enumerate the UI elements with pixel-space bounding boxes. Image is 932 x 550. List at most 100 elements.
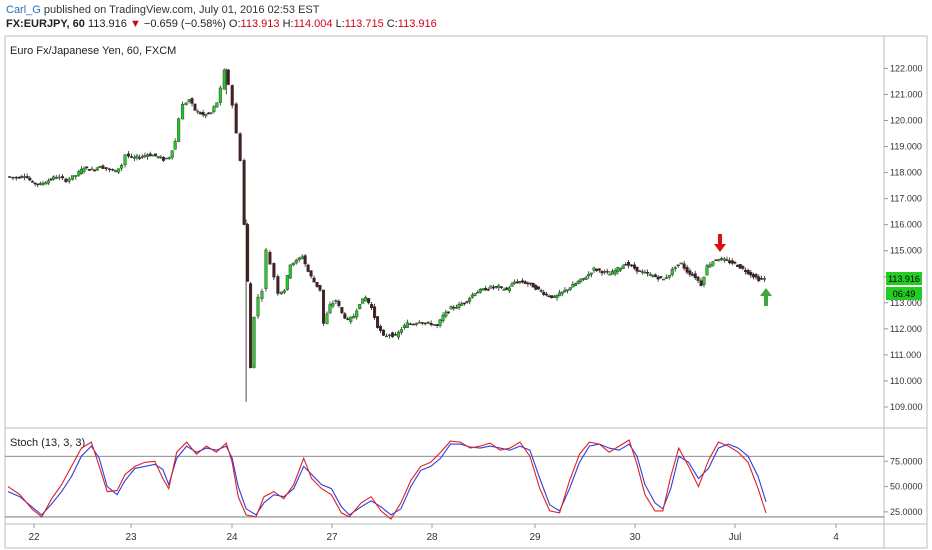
candle-body (212, 106, 216, 112)
candle-body (408, 323, 412, 325)
candle-body (521, 280, 525, 283)
candle-body (46, 180, 50, 184)
candle-body (600, 270, 604, 274)
candle-body (67, 178, 71, 182)
change-down-icon: ▼ (129, 18, 141, 30)
candle-body (405, 322, 409, 328)
candle-body (117, 168, 121, 173)
candle-body (20, 176, 24, 178)
price-tick-label: 110.000 (890, 376, 922, 386)
candle-body (358, 304, 362, 310)
candle-body (452, 306, 456, 309)
time-tick-label: 22 (28, 532, 40, 543)
candle-body (33, 182, 37, 185)
candle-body (576, 281, 580, 284)
candle-body (682, 263, 686, 269)
candle-body (331, 302, 335, 307)
candle-body (696, 276, 700, 281)
candle-body (156, 156, 160, 158)
candle-body (435, 324, 439, 326)
candle-body (640, 271, 644, 273)
candle-body (539, 290, 543, 292)
candle-body (518, 281, 522, 283)
candle-body (579, 278, 583, 282)
candle-body (643, 271, 647, 274)
price-tick-label: 116.000 (890, 220, 922, 230)
candle-body (108, 168, 112, 171)
candle-body (14, 176, 18, 179)
candle-body (396, 331, 400, 338)
author-link[interactable]: Carl_G (6, 4, 41, 16)
candle-body (95, 167, 99, 171)
candle-body (276, 276, 280, 294)
candle-body (140, 156, 144, 158)
candle-body (25, 176, 29, 179)
candle-body (627, 262, 631, 266)
candle-body (132, 156, 136, 159)
candle-body (282, 290, 286, 293)
candle-body (542, 292, 546, 295)
candle-body (420, 322, 424, 324)
candle-body (370, 304, 374, 309)
candle-body (760, 278, 764, 280)
candle-body (120, 164, 124, 169)
candle-body (246, 224, 250, 282)
chart-border (4, 35, 928, 549)
candle-body (204, 113, 208, 117)
candle-body (699, 280, 703, 286)
candle-body (638, 270, 642, 272)
candle-body (101, 165, 105, 169)
candle-body (288, 264, 292, 279)
last-price-badge (886, 272, 922, 285)
candle-body (193, 103, 197, 111)
candle-body (733, 262, 737, 264)
candle-body (215, 102, 219, 108)
candle-body (597, 268, 601, 271)
candle-body (190, 98, 194, 104)
candle-body (486, 288, 490, 291)
candle-body (373, 306, 377, 318)
candle-body (526, 282, 530, 285)
candle-body (691, 274, 695, 276)
high-label: H: (282, 18, 294, 30)
candle-body (77, 171, 81, 176)
candle-body (346, 318, 350, 320)
candle-body (676, 264, 680, 267)
price-tick-label: 111.000 (890, 350, 921, 360)
candle-body (28, 177, 32, 181)
candle-body (736, 264, 740, 267)
candle-body (757, 276, 761, 282)
candle-body (17, 177, 21, 179)
candle-body (632, 264, 636, 269)
price-tick-label: 121.000 (890, 89, 923, 99)
candle-body (337, 301, 341, 306)
candle-body (79, 168, 83, 174)
candle-body (334, 300, 338, 302)
candle-body (355, 310, 359, 318)
candle-body (196, 110, 200, 113)
candle-body (749, 271, 753, 276)
candle-body (268, 252, 272, 265)
candle-body (349, 316, 353, 323)
candle-body (272, 263, 276, 278)
candle-body (135, 155, 139, 158)
candle-body (90, 168, 94, 171)
candle-body (249, 283, 253, 369)
candle-body (754, 274, 758, 278)
candle-body (670, 269, 674, 276)
candle-body (161, 157, 165, 161)
publish-line: Carl_G published on TradingView.com, Jul… (6, 4, 320, 16)
time-tick-label: 4 (833, 532, 839, 543)
candle-body (230, 85, 234, 106)
candle-body (499, 286, 503, 288)
price-tick-label: 117.000 (890, 194, 922, 204)
candle-body (513, 281, 517, 284)
candle-body (414, 323, 418, 325)
candle-body (390, 332, 394, 338)
candle-body (441, 314, 445, 322)
arrow-down-icon (714, 234, 726, 252)
close-value: 113.916 (397, 18, 437, 30)
countdown-badge-text: 06:49 (893, 289, 916, 299)
candle-body (616, 267, 620, 272)
